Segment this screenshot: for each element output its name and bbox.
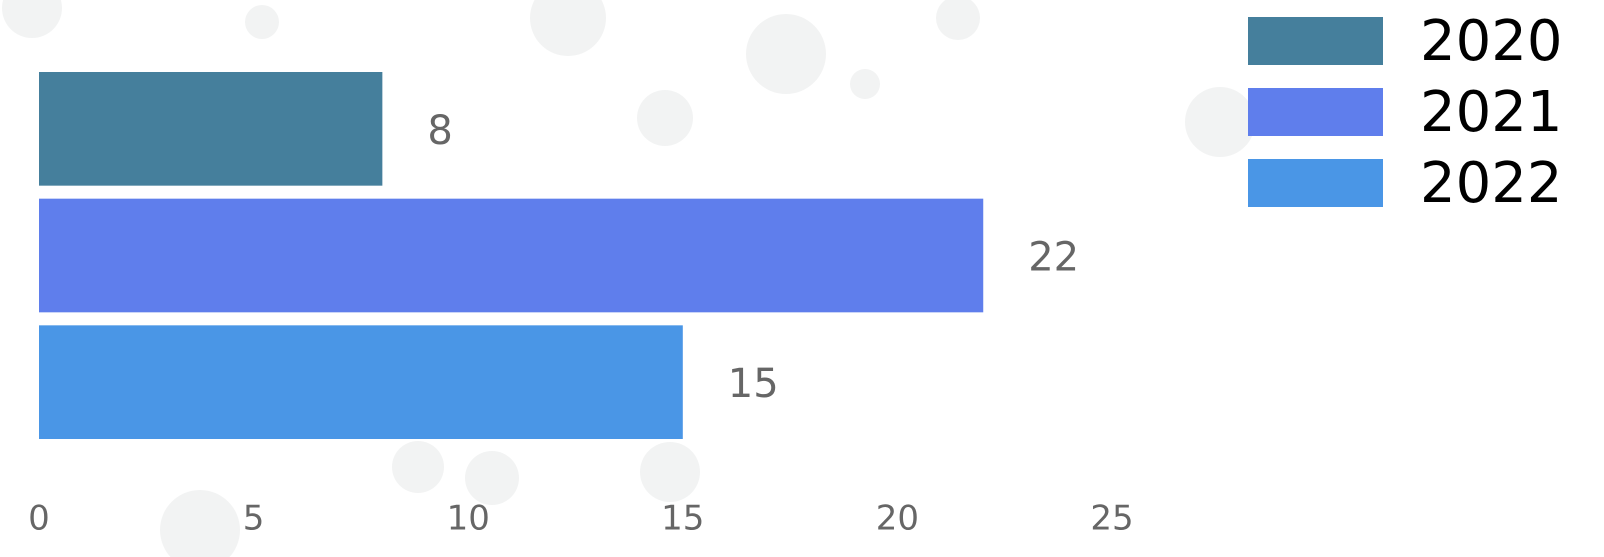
data-label: 8 — [427, 108, 452, 154]
legend-label: 2020 — [1420, 9, 1563, 74]
data-label: 15 — [728, 361, 779, 407]
legend-label: 2021 — [1420, 80, 1563, 145]
x-tick-label: 15 — [661, 499, 704, 539]
x-tick-label: 25 — [1090, 499, 1133, 539]
x-tick-label: 10 — [447, 499, 490, 539]
x-tick-label: 5 — [243, 499, 265, 539]
bar — [39, 198, 984, 313]
legend-label: 2022 — [1420, 151, 1563, 216]
background-decoration — [2, 0, 1255, 557]
legend-swatch — [1248, 88, 1383, 136]
x-tick-label: 20 — [876, 499, 919, 539]
legend-swatch — [1248, 17, 1383, 65]
legend-swatch — [1248, 159, 1383, 207]
data-label: 22 — [1028, 235, 1079, 281]
bar — [39, 72, 383, 186]
x-tick-label: 0 — [28, 499, 50, 539]
bar — [39, 325, 683, 439]
